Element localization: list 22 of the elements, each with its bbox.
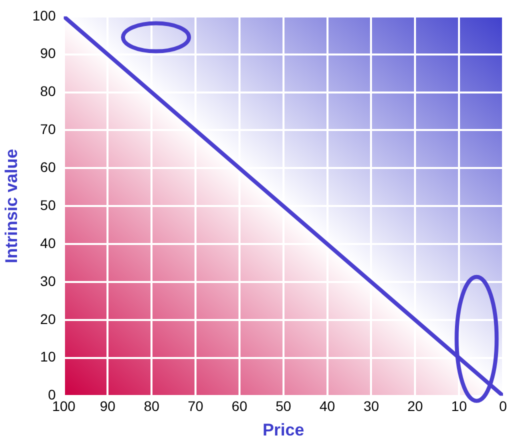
y-tick-label: 20	[40, 310, 56, 327]
x-tick-label: 70	[188, 398, 204, 414]
y-tick-label: 90	[40, 45, 56, 62]
x-tick-label: 20	[407, 398, 424, 414]
y-tick-label: 60	[40, 159, 56, 176]
y-axis-title: Intrinsic value	[2, 148, 21, 264]
x-tick-label: 80	[144, 398, 160, 414]
x-tick-label: 50	[276, 398, 292, 414]
x-tick-label: 30	[363, 398, 380, 414]
y-tick-label: 70	[40, 121, 56, 138]
y-tick-label: 10	[40, 348, 56, 365]
y-tick-label: 80	[40, 83, 56, 100]
y-tick-label: 100	[32, 7, 56, 24]
x-tick-label: 0	[499, 398, 508, 414]
y-tick-label: 50	[40, 196, 56, 213]
x-tick-label: 40	[320, 398, 336, 414]
x-axis-title: Price	[262, 420, 304, 440]
x-tick-label: 90	[100, 398, 116, 414]
x-tick-label: 60	[232, 398, 248, 414]
x-tick-label: 10	[451, 398, 468, 414]
y-tick-label: 30	[40, 272, 56, 289]
y-tick-label: 40	[40, 234, 56, 251]
